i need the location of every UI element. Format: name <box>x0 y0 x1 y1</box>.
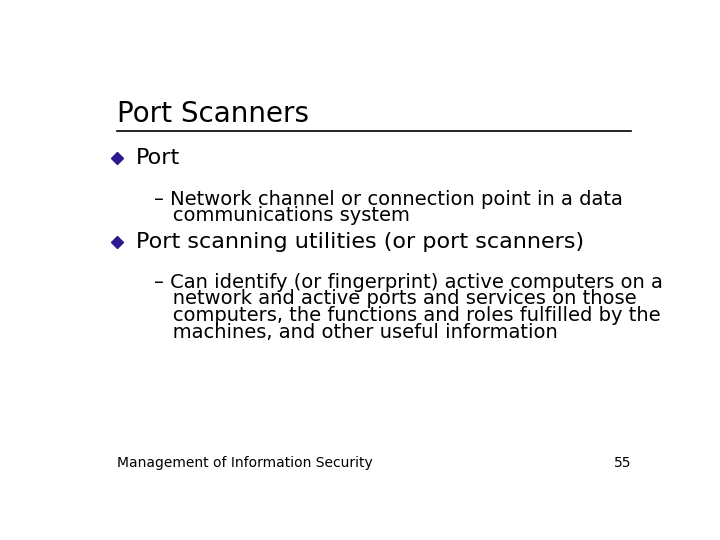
Text: 55: 55 <box>613 456 631 470</box>
Text: – Network channel or connection point in a data: – Network channel or connection point in… <box>154 190 623 208</box>
Text: Management of Information Security: Management of Information Security <box>117 456 372 470</box>
Text: Port: Port <box>136 148 180 168</box>
Text: machines, and other useful information: machines, and other useful information <box>154 322 558 342</box>
Text: – Can identify (or fingerprint) active computers on a: – Can identify (or fingerprint) active c… <box>154 273 663 292</box>
Text: Port Scanners: Port Scanners <box>117 100 309 128</box>
Text: computers, the functions and roles fulfilled by the: computers, the functions and roles fulfi… <box>154 306 661 325</box>
Text: network and active ports and services on those: network and active ports and services on… <box>154 289 636 308</box>
Text: communications system: communications system <box>154 206 410 225</box>
Text: Port scanning utilities (or port scanners): Port scanning utilities (or port scanner… <box>136 232 584 252</box>
